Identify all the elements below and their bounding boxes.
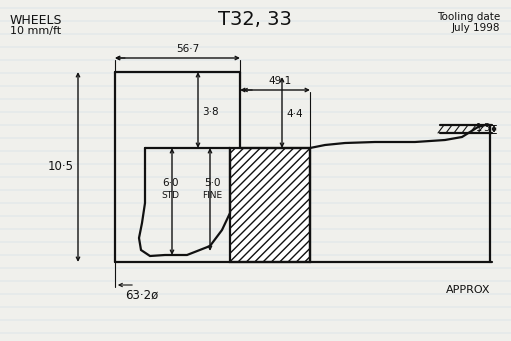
Text: 10·5: 10·5 [48, 161, 74, 174]
Text: 49·1: 49·1 [268, 76, 292, 86]
Text: July 1998: July 1998 [452, 23, 500, 33]
Text: 6·0: 6·0 [162, 178, 178, 188]
Text: WHEELS: WHEELS [10, 14, 62, 27]
Text: STD: STD [161, 191, 179, 199]
Text: 63·2ø: 63·2ø [125, 289, 158, 302]
Text: 3·8: 3·8 [202, 107, 219, 117]
Text: T32, 33: T32, 33 [218, 10, 292, 29]
Bar [230, 148, 310, 262]
Text: 1·3: 1·3 [476, 123, 491, 133]
Text: 5·0: 5·0 [204, 178, 220, 188]
Text: 4·4: 4·4 [286, 109, 303, 119]
Text: APPROX: APPROX [446, 285, 490, 295]
Text: FINE: FINE [202, 191, 222, 199]
Text: 10 mm/ft: 10 mm/ft [10, 26, 61, 36]
Text: Tooling date: Tooling date [437, 12, 500, 22]
Text: 56·7: 56·7 [176, 44, 199, 54]
